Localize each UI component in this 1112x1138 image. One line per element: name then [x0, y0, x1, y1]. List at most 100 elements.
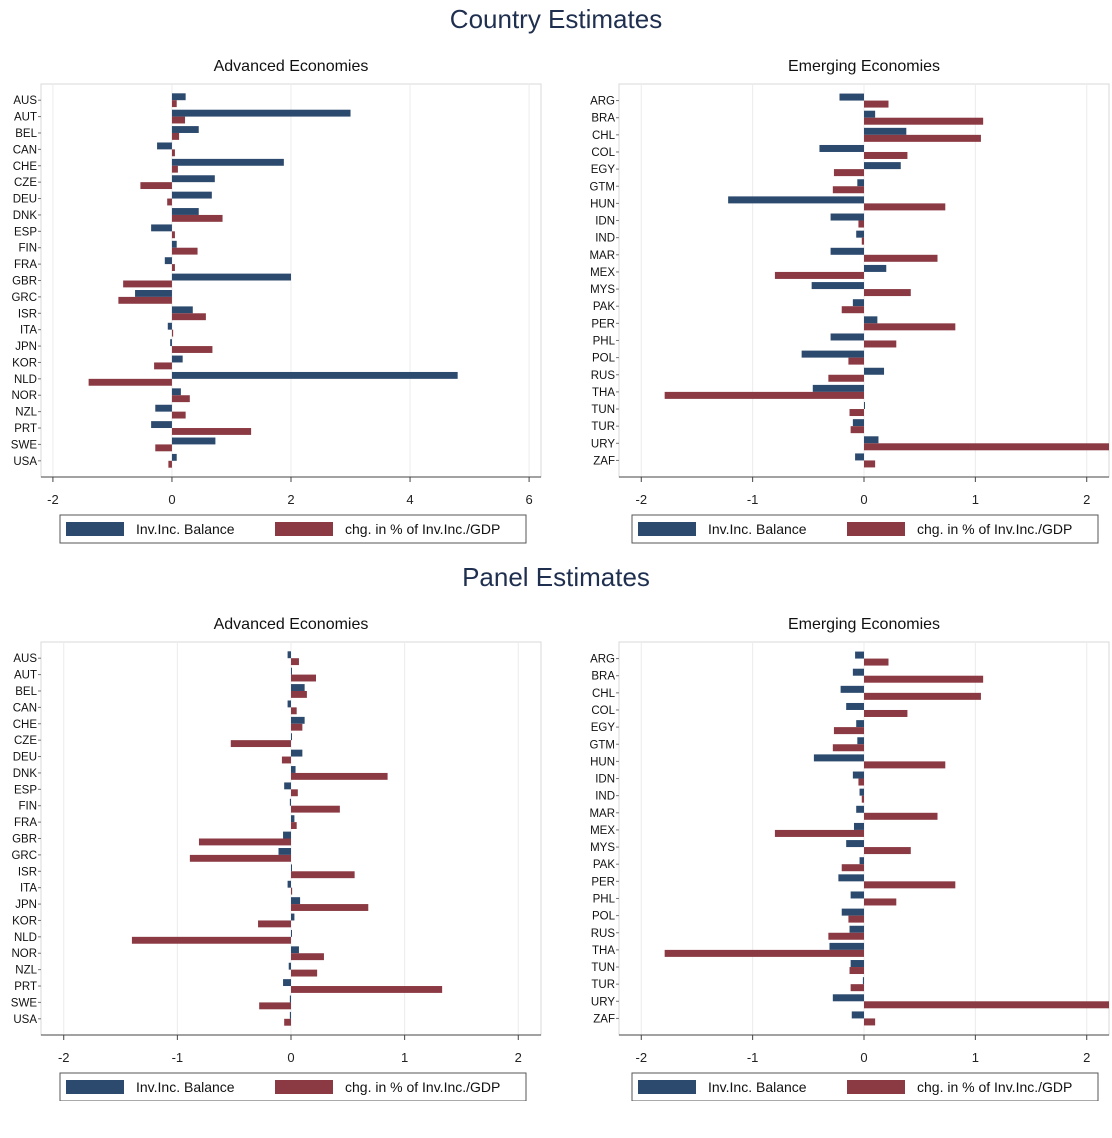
bar-inv-inc-balance	[801, 350, 864, 358]
bar-chg-inv-inc-gdp	[291, 723, 303, 731]
bar-inv-inc-balance	[728, 196, 864, 204]
bar-inv-inc-balance	[864, 127, 907, 135]
bar-inv-inc-balance	[840, 685, 864, 693]
y-tick-label: NZL	[15, 965, 37, 977]
bar-chg-inv-inc-gdp	[291, 822, 297, 829]
bar-chg-inv-inc-gdp	[864, 340, 897, 348]
y-tick-label: GBR	[12, 834, 37, 846]
y-tick-label: ISR	[18, 866, 37, 878]
bar-chg-inv-inc-gdp	[291, 789, 298, 797]
bar-inv-inc-balance	[171, 175, 215, 183]
bar-chg-inv-inc-gdp	[171, 313, 206, 321]
bar-inv-inc-balance	[278, 848, 291, 855]
bar-inv-inc-balance	[830, 213, 864, 221]
y-tick-label: PAK	[593, 859, 615, 871]
bar-chg-inv-inc-gdp	[858, 778, 864, 786]
bar-chg-inv-inc-gdp	[171, 165, 178, 173]
bar-inv-inc-balance	[291, 733, 292, 741]
y-tick-label: KOR	[12, 357, 37, 369]
x-tick-label: 2	[1083, 492, 1090, 507]
legend-label-chg-inv-inc-gdp: chg. in % of Inv.Inc./GDP	[917, 521, 1072, 537]
bar-chg-inv-inc-gdp	[123, 280, 172, 288]
y-tick-label: GTM	[589, 181, 615, 193]
y-tick-label: URY	[591, 438, 615, 450]
bar-inv-inc-balance	[830, 247, 864, 255]
bar-inv-inc-balance	[856, 230, 864, 238]
bar-inv-inc-balance	[167, 322, 172, 330]
bar-chg-inv-inc-gdp	[864, 692, 981, 700]
y-tick-label: TUN	[591, 962, 615, 974]
bar-chg-inv-inc-gdp	[291, 772, 388, 780]
bar-chg-inv-inc-gdp	[171, 247, 198, 255]
y-tick-label: CHL	[592, 130, 616, 142]
y-tick-label: ARG	[590, 654, 615, 666]
bar-chg-inv-inc-gdp	[864, 761, 946, 769]
bar-inv-inc-balance	[850, 960, 864, 968]
bar-chg-inv-inc-gdp	[848, 357, 864, 365]
bar-inv-inc-balance	[171, 208, 199, 215]
bar-inv-inc-balance	[830, 333, 864, 341]
bar-chg-inv-inc-gdp	[189, 854, 291, 862]
bar-inv-inc-balance	[151, 224, 172, 232]
y-tick-label: DNK	[13, 768, 38, 780]
bar-inv-inc-balance	[850, 891, 864, 899]
y-tick-label: PER	[591, 318, 615, 330]
x-tick-label: -1	[747, 492, 759, 507]
bar-chg-inv-inc-gdp	[864, 460, 876, 468]
x-tick-label: -2	[635, 492, 647, 507]
chart-panel-advanced-svg: Advanced Economies -2 -1 0 1 2 AUS AUT BEL CAN CHE…	[11, 616, 542, 1101]
y-tick-label: PRT	[14, 423, 37, 435]
bar-chg-inv-inc-gdp	[848, 915, 864, 923]
bar-chg-inv-inc-gdp	[171, 264, 175, 271]
chart-title: Advanced Economies	[214, 616, 369, 633]
chart-country-advanced: Advanced Economies -2 0 2 4 6 AUS AUT BEL CAN CHE C…	[0, 40, 556, 580]
x-tick-label: 1	[972, 492, 979, 507]
bar-inv-inc-balance	[171, 191, 212, 199]
bar-inv-inc-balance	[857, 737, 864, 745]
bar-chg-inv-inc-gdp	[291, 986, 443, 993]
bar-chg-inv-inc-gdp	[864, 117, 984, 125]
x-tick-label: 0	[860, 492, 867, 507]
bar-chg-inv-inc-gdp	[171, 346, 213, 353]
y-tick-label: CHL	[592, 688, 616, 700]
bar-chg-inv-inc-gdp	[154, 362, 172, 370]
legend-swatch-chg-inv-inc-gdp	[847, 522, 905, 536]
bar-inv-inc-balance	[846, 702, 864, 710]
y-tick-label: FIN	[18, 801, 37, 813]
y-tick-label: PAK	[593, 301, 615, 313]
bar-inv-inc-balance	[171, 109, 351, 117]
bar-inv-inc-balance	[283, 979, 291, 987]
legend-swatch-inv-inc-balance	[638, 1080, 696, 1094]
legend-swatch-inv-inc-balance	[66, 1080, 124, 1094]
y-tick-label: USA	[13, 1014, 37, 1026]
chart-title: Advanced Economies	[214, 58, 369, 75]
bar-chg-inv-inc-gdp	[259, 1002, 291, 1010]
bar-chg-inv-inc-gdp	[291, 690, 307, 698]
chart-title: Emerging Economies	[788, 616, 940, 633]
bar-chg-inv-inc-gdp	[864, 134, 981, 142]
y-tick-label: CZE	[14, 177, 37, 189]
y-tick-label: ITA	[20, 883, 37, 895]
bar-chg-inv-inc-gdp	[864, 323, 956, 331]
x-tick-label: -1	[172, 1050, 184, 1065]
bar-inv-inc-balance	[171, 240, 177, 248]
bar-inv-inc-balance	[838, 874, 864, 882]
y-tick-label: TUR	[591, 421, 615, 433]
legend-swatch-inv-inc-balance	[66, 522, 124, 536]
bar-chg-inv-inc-gdp	[140, 182, 172, 190]
y-tick-label: IDN	[595, 774, 615, 786]
bar-inv-inc-balance	[287, 651, 291, 659]
bar-inv-inc-balance	[862, 977, 864, 985]
bar-inv-inc-balance	[291, 766, 296, 773]
bar-inv-inc-balance	[859, 857, 864, 865]
bar-inv-inc-balance	[857, 179, 864, 187]
legend-swatch-chg-inv-inc-gdp	[275, 522, 333, 536]
bar-inv-inc-balance	[849, 925, 864, 933]
y-tick-label: ZAF	[593, 455, 615, 467]
bar-chg-inv-inc-gdp	[850, 984, 864, 992]
y-tick-label: MEX	[590, 825, 615, 837]
bar-chg-inv-inc-gdp	[864, 443, 1109, 451]
bar-inv-inc-balance	[832, 994, 864, 1002]
bar-chg-inv-inc-gdp	[864, 881, 956, 889]
bar-inv-inc-balance	[291, 667, 292, 675]
